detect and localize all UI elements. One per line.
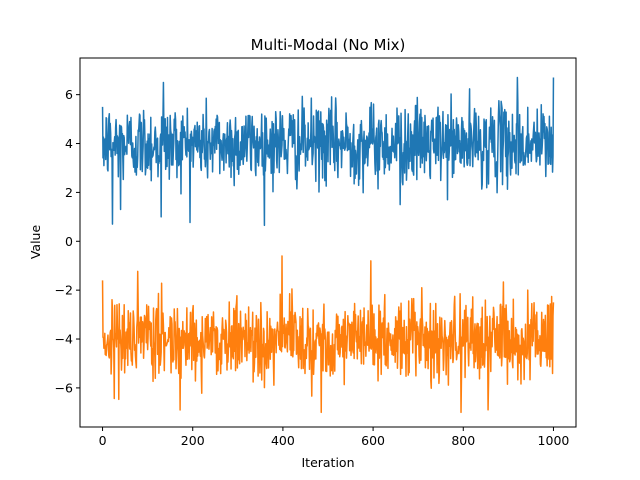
y-tick-label: −4 bbox=[55, 332, 73, 347]
y-tick-label: −6 bbox=[55, 380, 73, 395]
x-tick-label: 400 bbox=[271, 433, 295, 448]
plot-area bbox=[101, 76, 555, 414]
x-tick-label: 0 bbox=[99, 433, 107, 448]
y-tick-label: 2 bbox=[65, 185, 73, 200]
y-axis: −6 −4 −2 0 2 4 6 bbox=[55, 87, 80, 395]
chart-title: Multi-Modal (No Mix) bbox=[251, 36, 406, 54]
x-axis: 0 200 400 600 800 1000 bbox=[99, 427, 570, 448]
y-tick-label: 0 bbox=[65, 234, 73, 249]
x-tick-label: 200 bbox=[181, 433, 205, 448]
plot-frame bbox=[79, 57, 577, 428]
y-axis-label: Value bbox=[28, 225, 43, 260]
x-tick-label: 800 bbox=[451, 433, 475, 448]
x-axis-label: Iteration bbox=[301, 455, 354, 470]
x-tick-label: 1000 bbox=[538, 433, 570, 448]
series-line-2 bbox=[101, 255, 555, 414]
series-line-1 bbox=[101, 76, 555, 227]
x-tick-label: 600 bbox=[361, 433, 385, 448]
y-tick-label: 4 bbox=[65, 136, 73, 151]
y-tick-label: −2 bbox=[55, 283, 73, 298]
y-tick-label: 6 bbox=[65, 87, 73, 102]
